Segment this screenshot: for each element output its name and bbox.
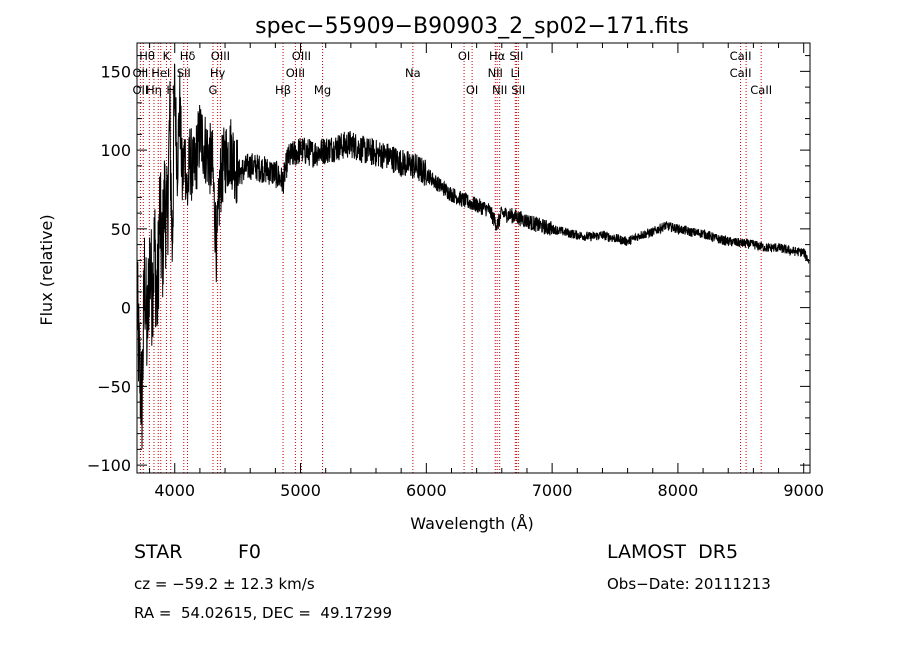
x-axis-ticks — [149, 43, 805, 473]
line-marker-label: SII — [177, 66, 191, 80]
y-tick-label: −100 — [87, 456, 131, 475]
redshift-velocity: cz = −59.2 ± 12.3 km/s — [134, 575, 315, 593]
x-tick-label: 7000 — [532, 481, 573, 500]
plot-frame — [136, 42, 811, 474]
line-marker-label: OIII — [292, 49, 311, 63]
line-marker-label: NII — [488, 66, 503, 80]
x-tick-label: 4000 — [154, 481, 195, 500]
line-marker-label: OI — [458, 49, 470, 63]
spectrum-layer — [136, 63, 810, 449]
chart-title: spec−55909−B90903_2_sp02−171.fits — [255, 14, 689, 39]
line-marker-label: Hθ — [139, 49, 155, 63]
object-subclass: F0 — [238, 541, 262, 563]
x-axis-label: Wavelength (Å) — [410, 514, 533, 533]
object-type: STAR — [134, 541, 183, 563]
line-marker-label: Li — [510, 66, 520, 80]
line-marker-label: OI — [466, 83, 478, 97]
y-axis-tick-labels: −100 −50 0 50 100 150 — [87, 62, 131, 475]
x-tick-label: 8000 — [658, 481, 699, 500]
line-marker-label: SII — [511, 83, 525, 97]
line-marker-label: G — [209, 83, 218, 97]
y-tick-label: 50 — [111, 220, 131, 239]
y-tick-label: 150 — [100, 62, 131, 81]
y-tick-label: −50 — [97, 377, 131, 396]
line-marker-label: Hδ — [180, 49, 196, 63]
line-marker-label: Hη — [146, 83, 162, 97]
line-marker-label: OII — [132, 66, 148, 80]
line-marker-label: K — [163, 49, 171, 63]
line-marker-label: Na — [405, 66, 421, 80]
y-tick-label: 0 — [121, 299, 131, 318]
x-tick-label: 9000 — [783, 481, 824, 500]
y-axis-label: Flux (relative) — [37, 214, 56, 325]
spectrum-line — [136, 63, 810, 449]
y-axis-ticks — [137, 55, 810, 466]
line-marker-label: OII — [132, 83, 148, 97]
survey-name: LAMOST DR5 — [607, 541, 739, 563]
line-marker-label: Hα — [489, 49, 506, 63]
x-axis-tick-labels: 4000 5000 6000 7000 8000 9000 — [154, 481, 824, 500]
x-tick-label: 5000 — [280, 481, 321, 500]
line-marker-label: CaII — [750, 83, 772, 97]
line-marker-label: Hγ — [210, 66, 226, 80]
line-marker-label: HeI — [151, 66, 170, 80]
line-marker-label: H — [166, 83, 175, 97]
line-marker-label: OIII — [286, 66, 305, 80]
line-marker-group — [139, 43, 762, 473]
coordinates: RA = 54.02615, DEC = 49.17299 — [134, 604, 393, 622]
line-marker-label: CaII — [730, 66, 752, 80]
line-marker-label: SII — [509, 49, 523, 63]
line-marker-label: Hβ — [275, 83, 291, 97]
x-tick-label: 6000 — [406, 481, 447, 500]
line-marker-label: Mg — [314, 83, 331, 97]
line-marker-label: NII — [492, 83, 507, 97]
y-tick-label: 100 — [100, 141, 131, 160]
observation-date: Obs−Date: 20111213 — [607, 575, 771, 593]
line-marker-label: OIII — [211, 49, 230, 63]
line-marker-label: CaII — [730, 49, 752, 63]
